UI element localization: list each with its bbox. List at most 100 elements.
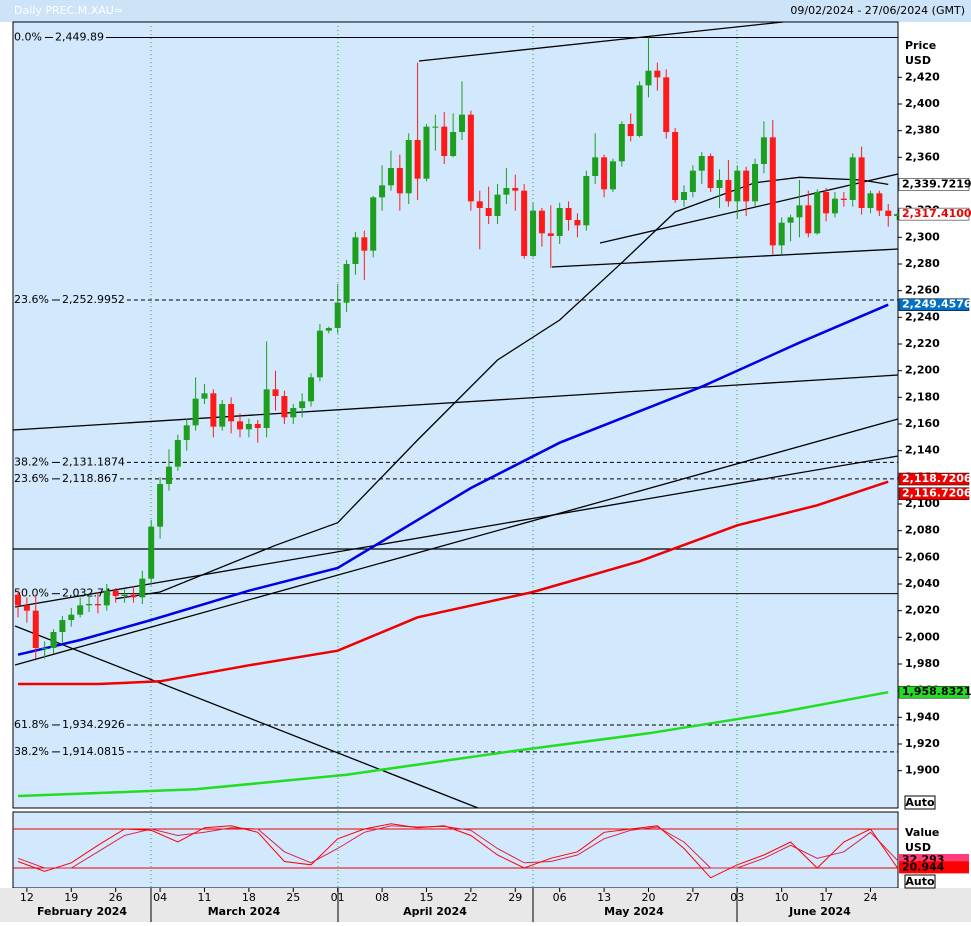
candle-body <box>103 590 110 606</box>
auto-button[interactable] <box>904 795 936 810</box>
trendline <box>418 21 784 62</box>
trendline <box>599 173 899 244</box>
candle-body <box>441 126 448 156</box>
x-tick-label: 06 <box>553 891 567 904</box>
candle-body <box>823 192 830 214</box>
y-tick-label: 2,040 <box>905 577 940 590</box>
candle-body <box>503 188 510 195</box>
candle-body <box>237 421 243 430</box>
candle-body <box>743 170 750 202</box>
candle-body <box>467 114 474 202</box>
trendline <box>14 625 479 809</box>
moving-average <box>17 303 889 656</box>
candle-body <box>432 126 439 128</box>
fib-value: 2,252.9952 <box>62 293 125 306</box>
fib-value: 1,934.2926 <box>62 718 125 731</box>
fib-label: 23.6% <box>14 293 49 306</box>
candle-body <box>245 424 252 430</box>
auto-button-label[interactable]: Auto <box>905 875 935 888</box>
candle-body <box>15 594 21 606</box>
candle-body <box>352 237 359 264</box>
price-badge-label: 2,116.7206 <box>902 487 971 500</box>
moving-average <box>115 176 889 600</box>
fib-value: 2,032.74 <box>62 587 111 600</box>
candle-body <box>778 222 785 246</box>
candle-body <box>290 408 297 418</box>
candle-body <box>716 180 723 188</box>
x-axis-bar <box>0 888 971 922</box>
candle-body <box>139 578 146 598</box>
y-tick-label: 2,380 <box>905 124 940 137</box>
y-tick-label: 2,240 <box>905 310 940 323</box>
candle-body <box>316 330 323 378</box>
candle-body <box>405 140 412 194</box>
candle-body <box>94 604 101 606</box>
candle-body <box>343 264 350 303</box>
candle-body <box>494 194 501 216</box>
x-tick-label: 24 <box>863 891 877 904</box>
x-tick-label: 01 <box>331 891 345 904</box>
x-tick-label: 17 <box>819 891 833 904</box>
candle-body <box>485 208 492 216</box>
y-tick-label: 2,420 <box>905 70 940 83</box>
price-badge-label: 2,339.7219 <box>902 177 971 190</box>
x-tick-label: 04 <box>153 891 167 904</box>
auto-button[interactable] <box>904 874 936 889</box>
candle-body <box>698 156 705 171</box>
candle-body <box>201 393 208 399</box>
x-tick-label: 22 <box>464 891 478 904</box>
fib-label: 50.0% <box>14 587 49 600</box>
candle-body <box>592 157 599 176</box>
candle-body <box>219 404 226 427</box>
auto-button-label[interactable]: Auto <box>905 796 935 809</box>
moving-average <box>18 480 889 686</box>
candle-body <box>361 237 368 251</box>
candle-body <box>299 401 306 408</box>
candle-body <box>530 210 537 256</box>
candle-body <box>334 302 341 328</box>
candle-body <box>858 157 865 208</box>
x-tick-label: 11 <box>197 891 211 904</box>
month-label: February 2024 <box>37 905 127 918</box>
candle-body <box>192 398 199 426</box>
candle-body <box>32 610 39 648</box>
x-tick-label: 08 <box>375 891 389 904</box>
candle-body <box>41 648 48 649</box>
candle-body <box>459 114 465 132</box>
candle-body <box>308 377 315 402</box>
candle-body <box>672 132 679 200</box>
candle-body <box>450 132 457 156</box>
candle-body <box>654 70 661 78</box>
candle-body <box>885 210 892 216</box>
candle-body <box>379 185 386 198</box>
y-tick-label: 2,060 <box>905 550 940 563</box>
candle-body <box>760 137 767 164</box>
candle-body <box>112 590 119 596</box>
price-badge-label: 2,249.4576 <box>902 298 971 311</box>
osc-badge-label: 20.944 <box>902 860 945 873</box>
fib-value: 1,914.0815 <box>62 745 125 758</box>
candle-body <box>521 190 528 256</box>
fib-value: 2,131.1874 <box>62 455 125 468</box>
osc-line <box>17 823 898 879</box>
y-tick-label: 2,360 <box>905 150 940 163</box>
x-tick-label: 26 <box>109 891 123 904</box>
candle-body <box>254 424 261 428</box>
trendlines <box>12 21 899 809</box>
candle-body <box>689 170 696 192</box>
candle-body <box>645 70 652 86</box>
candle-body <box>228 404 235 422</box>
y-tick-label: 1,940 <box>905 710 940 723</box>
header-bar <box>0 0 971 22</box>
candle-body <box>627 124 634 136</box>
candle-body <box>752 164 759 202</box>
candle-body <box>414 140 421 179</box>
y-tick-label: 2,280 <box>905 257 940 270</box>
price-badge-label: 1,958.8321 <box>902 685 971 698</box>
candle-body <box>636 85 643 136</box>
month-label: March 2024 <box>208 905 281 918</box>
candle-body <box>556 208 563 236</box>
candle-body <box>805 205 812 234</box>
candle-body <box>601 157 608 190</box>
